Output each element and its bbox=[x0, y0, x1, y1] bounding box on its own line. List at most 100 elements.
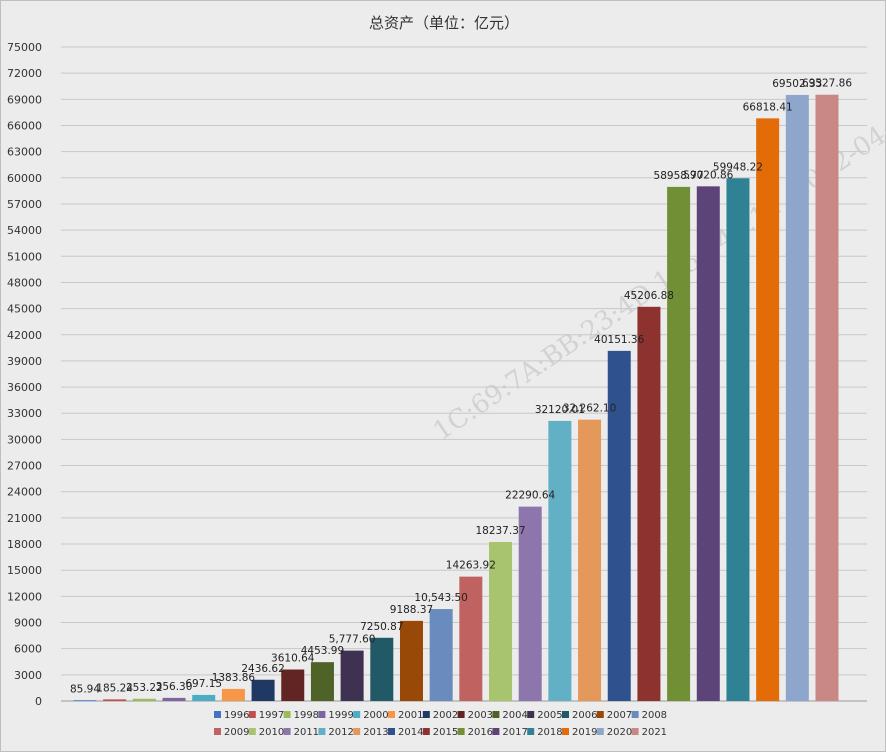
data-label-2010: 18237.37 bbox=[475, 525, 525, 537]
legend: 1996 1997 1998 1999 2000 2001 2002 2003 2004 2005… bbox=[214, 710, 667, 738]
legend-label-2000: 2000 bbox=[363, 710, 388, 721]
legend-swatch-2003 bbox=[457, 711, 465, 718]
legend-swatch-2013 bbox=[353, 728, 361, 735]
bar-2015 bbox=[637, 306, 661, 701]
legend-swatch-2020 bbox=[596, 728, 604, 735]
bar-2010 bbox=[489, 541, 513, 701]
y-tick-label: 0 bbox=[35, 695, 42, 708]
bar-2002 bbox=[251, 679, 275, 701]
bar-2007 bbox=[399, 620, 423, 701]
y-tick-label: 69000 bbox=[7, 93, 42, 106]
y-tick-label: 45000 bbox=[7, 303, 42, 316]
bar-2011 bbox=[518, 506, 542, 701]
legend-label-1996: 1996 bbox=[224, 710, 249, 721]
y-tick-label: 24000 bbox=[7, 486, 42, 499]
y-tick-label: 21000 bbox=[7, 512, 42, 525]
y-tick-label: 18000 bbox=[7, 538, 42, 551]
bar-2020 bbox=[785, 94, 809, 701]
y-tick-label: 36000 bbox=[7, 381, 42, 394]
data-label-2000: 697.15 bbox=[185, 678, 222, 690]
data-label-2004: 4453.99 bbox=[301, 645, 344, 657]
legend-swatch-2010 bbox=[248, 728, 256, 735]
legend-swatch-2012 bbox=[318, 728, 326, 735]
legend-label-2016: 2016 bbox=[468, 727, 493, 738]
legend-swatch-2016 bbox=[457, 728, 465, 735]
legend-swatch-1999 bbox=[318, 711, 326, 718]
legend-label-2001: 2001 bbox=[398, 710, 423, 721]
bar-2012 bbox=[548, 420, 572, 701]
legend-swatch-2007 bbox=[596, 711, 604, 718]
bar-2013 bbox=[578, 419, 602, 701]
legend-swatch-1997 bbox=[248, 711, 256, 718]
legend-label-1997: 1997 bbox=[259, 710, 284, 721]
y-tick-label: 60000 bbox=[7, 172, 42, 185]
legend-label-2007: 2007 bbox=[607, 710, 632, 721]
bar-2005 bbox=[340, 650, 364, 701]
data-label-2007: 9188.37 bbox=[390, 604, 433, 616]
bar-2009 bbox=[459, 576, 483, 701]
legend-swatch-2008 bbox=[631, 711, 639, 718]
data-label-2013: 32,262.10 bbox=[563, 403, 616, 415]
bar-1998 bbox=[132, 698, 156, 701]
data-label-2003: 3610.64 bbox=[271, 653, 315, 665]
legend-label-2009: 2009 bbox=[224, 727, 249, 738]
bar-2000 bbox=[192, 694, 216, 701]
data-label-2016: 58958.77 bbox=[654, 170, 704, 182]
data-label-2018: 59948.22 bbox=[713, 161, 763, 173]
bar-2021 bbox=[815, 94, 839, 702]
y-tick-label: 30000 bbox=[7, 433, 42, 446]
y-tick-label: 27000 bbox=[7, 460, 42, 473]
y-tick-label: 39000 bbox=[7, 355, 42, 368]
y-tick-label: 63000 bbox=[7, 146, 42, 159]
legend-swatch-2004 bbox=[492, 711, 500, 718]
legend-label-2012: 2012 bbox=[328, 727, 353, 738]
y-tick-label: 12000 bbox=[7, 590, 42, 603]
data-label-2005: 5,777.60 bbox=[329, 634, 376, 646]
legend-swatch-2019 bbox=[562, 728, 569, 735]
y-tick-label: 57000 bbox=[7, 198, 42, 211]
data-label-2014: 40151.36 bbox=[594, 334, 644, 346]
legend-swatch-2017 bbox=[492, 728, 500, 735]
bar-2016 bbox=[667, 186, 691, 702]
data-label-1996: 85.94 bbox=[70, 683, 100, 695]
legend-label-2015: 2015 bbox=[433, 727, 458, 738]
y-tick-label: 6000 bbox=[14, 643, 42, 656]
bar-2019 bbox=[756, 118, 780, 702]
legend-label-2003: 2003 bbox=[468, 710, 493, 721]
data-label-1998: 253.22 bbox=[126, 682, 163, 694]
legend-swatch-2006 bbox=[562, 711, 569, 718]
y-tick-label: 33000 bbox=[7, 407, 42, 420]
data-label-2021: 69527.86 bbox=[802, 78, 852, 90]
legend-label-2020: 2020 bbox=[607, 727, 632, 738]
y-tick-label: 54000 bbox=[7, 224, 42, 237]
bar-1996 bbox=[73, 700, 97, 702]
y-tick-label: 3000 bbox=[14, 669, 42, 682]
bars bbox=[73, 94, 839, 702]
data-label-2009: 14263.92 bbox=[446, 560, 496, 572]
legend-label-1999: 1999 bbox=[328, 710, 353, 721]
y-tick-label: 66000 bbox=[7, 119, 42, 132]
y-tick-label: 72000 bbox=[7, 67, 42, 80]
chart-title: 总资产（单位：亿元） bbox=[369, 14, 519, 32]
legend-swatch-2014 bbox=[388, 728, 395, 735]
legend-swatch-2015 bbox=[422, 728, 430, 735]
legend-label-2004: 2004 bbox=[502, 710, 527, 721]
legend-label-2010: 2010 bbox=[259, 727, 284, 738]
data-label-1999: 356.30 bbox=[156, 681, 193, 693]
data-label-2020: 69502.33 bbox=[772, 78, 822, 90]
y-tick-label: 51000 bbox=[7, 250, 42, 263]
legend-swatch-2005 bbox=[527, 711, 535, 718]
y-tick-label: 48000 bbox=[7, 276, 42, 289]
data-label-2006: 7250.87 bbox=[360, 621, 403, 633]
data-label-2001: 1383.86 bbox=[212, 672, 256, 684]
y-tick-label: 42000 bbox=[7, 329, 42, 342]
bar-2008 bbox=[429, 609, 453, 701]
bar-2017 bbox=[696, 186, 720, 701]
data-label-2002: 2436.62 bbox=[241, 663, 284, 675]
y-axis-ticks: 0 3000 6000 9000 12000 15000 18000 21000 24000 27… bbox=[7, 41, 42, 708]
legend-label-2021: 2021 bbox=[642, 727, 667, 738]
data-label-2017: 59020.86 bbox=[683, 169, 733, 181]
legend-swatch-2021 bbox=[631, 728, 639, 735]
legend-swatch-2002 bbox=[422, 711, 430, 718]
